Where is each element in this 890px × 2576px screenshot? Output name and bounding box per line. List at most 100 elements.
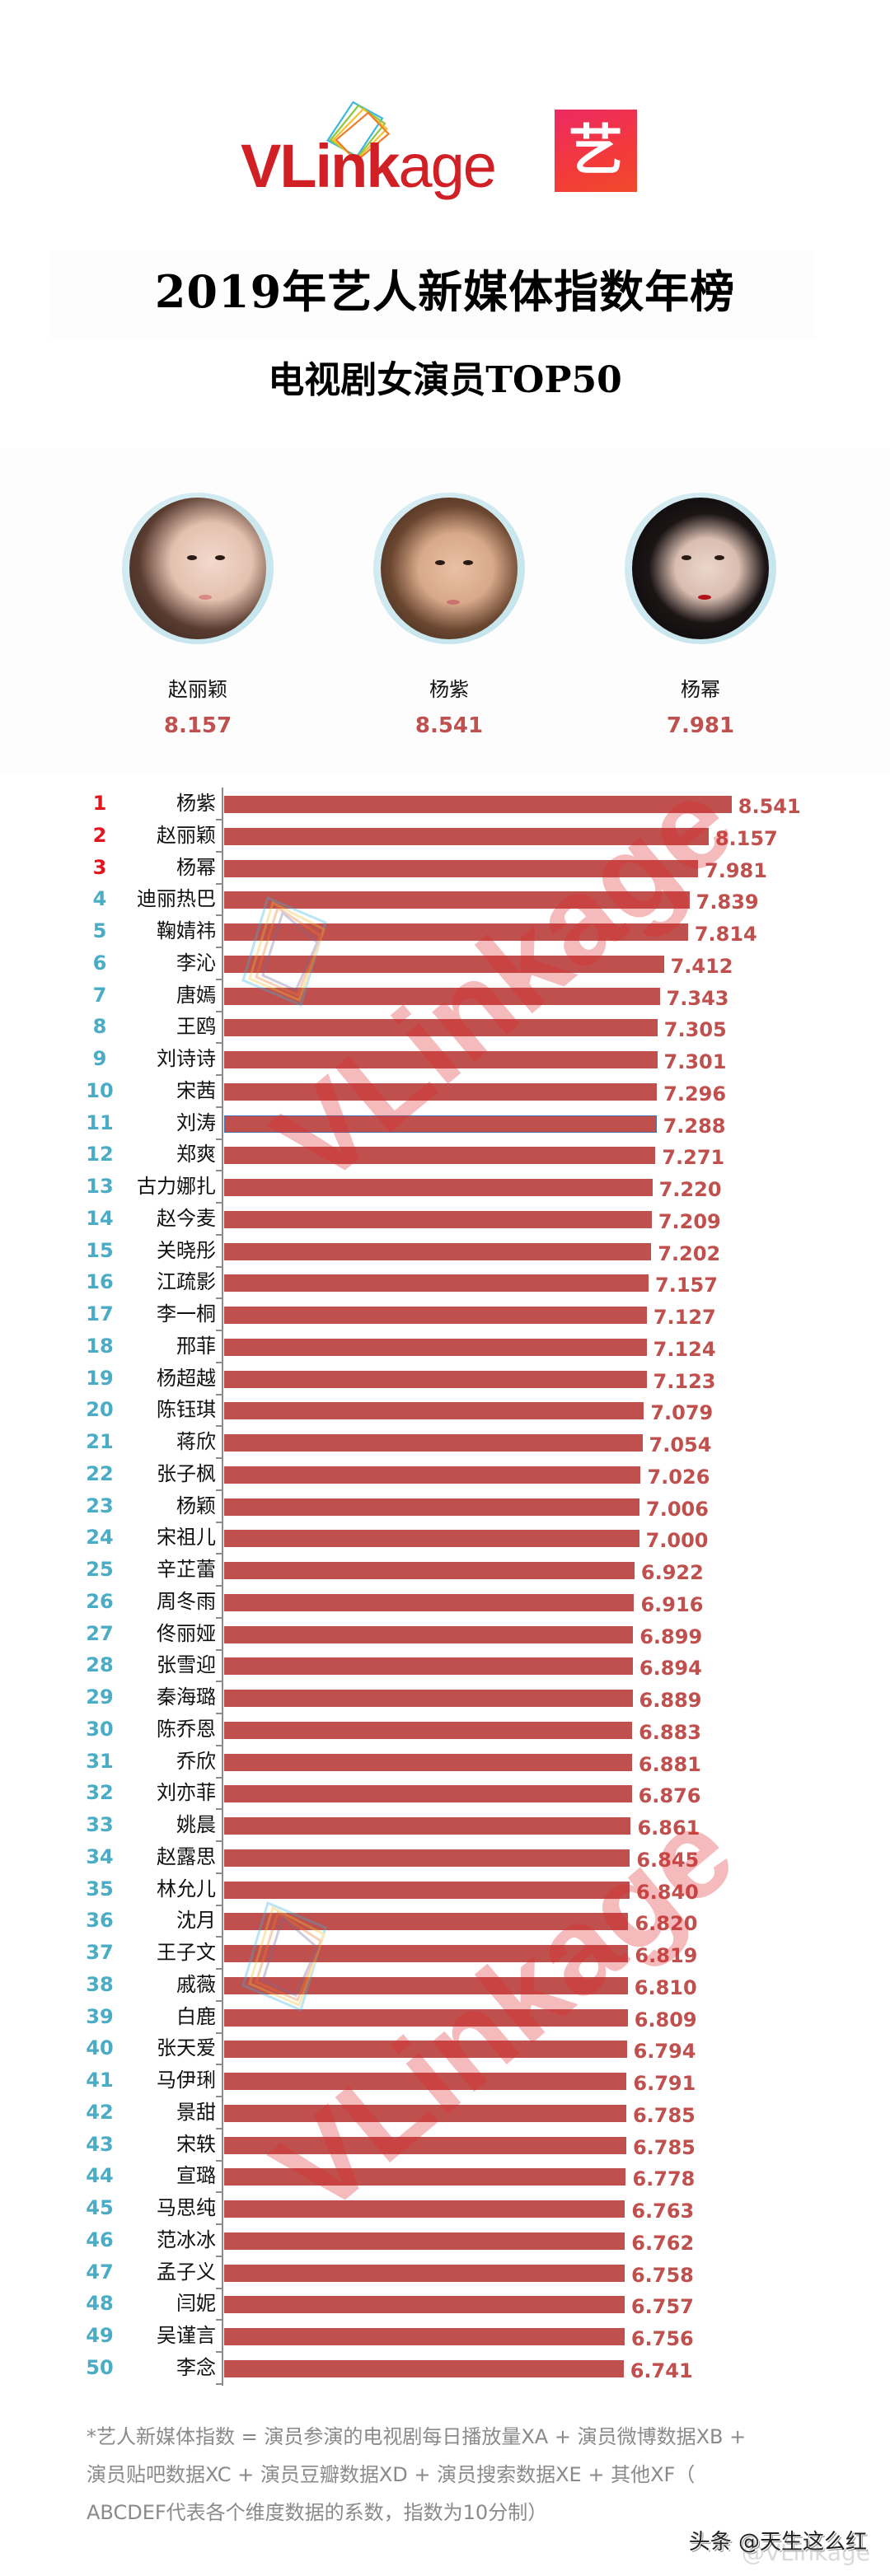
footnote-line: 演员贴吧数据XC + 演员豆瓣数据XD + 演员搜索数据XE + 其他XF（ — [87, 2463, 696, 2486]
table-row: 28 张雪迎 6.894 — [0, 1649, 890, 1681]
table-row: 44 宣璐 6.778 — [0, 2160, 890, 2191]
bar-value-label: 7.127 — [653, 1306, 716, 1329]
bar — [224, 859, 699, 877]
bar — [224, 1657, 633, 1676]
podium-name: 杨紫 — [429, 678, 469, 701]
rank-number: 15 — [86, 1238, 114, 1262]
rank-number: 3 — [92, 855, 107, 879]
bar — [224, 2104, 626, 2122]
actress-name: 姚晨 — [176, 1813, 216, 1836]
bar-value-label: 7.288 — [663, 1114, 726, 1138]
bar — [224, 2008, 628, 2027]
table-row: 27 佟丽娅 6.899 — [0, 1618, 890, 1649]
axis-tick — [216, 1585, 222, 1587]
credit-ghost-watermark: @VLinkage — [741, 2539, 870, 2566]
source-credit: 头条 @天生这么红 — [688, 2530, 867, 2555]
axis-tick — [216, 1042, 222, 1045]
bar — [224, 1753, 632, 1771]
table-row: 45 马思纯 6.763 — [0, 2192, 890, 2223]
table-row: 13 古力娜扎 7.220 — [0, 1171, 890, 1202]
table-row: 37 王子文 6.819 — [0, 1937, 890, 1968]
actress-name: 宋茜 — [176, 1078, 216, 1102]
bar-value-label: 7.296 — [663, 1082, 727, 1106]
axis-tick — [216, 1489, 222, 1491]
bar — [224, 1817, 631, 1835]
bar-value-label: 6.756 — [630, 2327, 694, 2350]
axis-tick — [216, 1553, 222, 1555]
bar-value-label: 6.763 — [631, 2200, 695, 2223]
rank-number: 20 — [86, 1398, 114, 1422]
actress-name: 郑爽 — [176, 1143, 216, 1166]
rank-number: 14 — [86, 1206, 114, 1230]
bar — [224, 891, 690, 909]
axis-tick — [216, 1361, 222, 1363]
bar — [224, 2073, 627, 2090]
axis-tick — [216, 1681, 222, 1683]
footnote-line: *艺人新媒体指数 = 演员参演的电视剧每日播放量XA + 演员微博数据XB + — [87, 2425, 747, 2448]
bar-value-label: 6.922 — [640, 1561, 704, 1584]
bar — [224, 2232, 625, 2250]
bar-value-label: 6.791 — [633, 2072, 696, 2095]
avatar-zhao-liying — [129, 498, 266, 639]
bar-value-label: 7.412 — [670, 954, 733, 978]
rank-number: 6 — [92, 951, 107, 975]
bar-value-label: 7.343 — [666, 986, 729, 1010]
actress-name: 孟子义 — [157, 2260, 216, 2284]
table-row: 25 辛芷蕾 6.922 — [0, 1554, 890, 1585]
rank-number: 41 — [86, 2069, 114, 2092]
table-row: 29 秦海璐 6.889 — [0, 1681, 890, 1713]
table-row: 41 马伊琍 6.791 — [0, 2064, 890, 2096]
table-row: 38 戚薇 6.810 — [0, 1969, 890, 2000]
bar-value-label: 6.809 — [634, 2008, 697, 2031]
table-row: 1 杨紫 8.541 — [0, 788, 890, 819]
actress-name: 江疏影 — [157, 1270, 216, 1294]
table-row: 43 宋轶 6.785 — [0, 2129, 890, 2160]
rank-number: 1 — [92, 792, 107, 815]
bar — [224, 2200, 625, 2218]
bar — [224, 1370, 647, 1388]
table-row: 2 赵丽颖 8.157 — [0, 820, 890, 851]
actress-name: 陈钰琪 — [157, 1398, 216, 1422]
bar — [224, 2264, 625, 2282]
bar — [224, 1690, 633, 1707]
bar-value-label: 7.209 — [658, 1209, 721, 1233]
axis-tick — [216, 1648, 222, 1651]
axis-tick — [216, 1106, 222, 1108]
actress-name: 闫妮 — [176, 2292, 216, 2316]
bar — [224, 1402, 644, 1420]
actress-name: 邢菲 — [176, 1334, 216, 1358]
axis-tick — [216, 1425, 222, 1428]
actress-name: 李沁 — [176, 951, 216, 975]
table-row: 12 郑爽 7.271 — [0, 1138, 890, 1170]
table-row: 40 张天爱 6.794 — [0, 2032, 890, 2064]
table-row: 3 杨幂 7.981 — [0, 852, 890, 883]
actress-name: 鞠婧祎 — [157, 919, 216, 942]
actress-name: 秦海璐 — [157, 1685, 216, 1709]
bar — [224, 1115, 657, 1133]
bar-value-label: 6.889 — [639, 1689, 702, 1712]
bar — [224, 955, 664, 973]
table-row: 10 宋茜 7.296 — [0, 1075, 890, 1106]
bar — [224, 1019, 658, 1037]
actress-name: 宋祖儿 — [157, 1526, 216, 1550]
axis-tick — [216, 1616, 222, 1619]
axis-tick — [216, 2159, 222, 2162]
table-row: 7 唐嫣 7.343 — [0, 979, 890, 1011]
actress-name: 刘涛 — [176, 1110, 216, 1134]
table-row: 36 沈月 6.820 — [0, 1905, 890, 1936]
table-row: 26 周冬雨 6.916 — [0, 1586, 890, 1617]
axis-tick — [216, 1744, 222, 1746]
axis-tick — [216, 1776, 222, 1779]
axis-tick — [216, 1457, 222, 1459]
axis-tick — [216, 2096, 222, 2097]
bar — [224, 2168, 626, 2186]
bar — [224, 1210, 652, 1228]
table-row: 20 陈钰琪 7.079 — [0, 1394, 890, 1425]
rank-number: 38 — [86, 1972, 114, 1996]
table-row: 49 吴谨言 6.756 — [0, 2320, 890, 2351]
bar — [224, 1625, 634, 1643]
table-row: 33 姚晨 6.861 — [0, 1809, 890, 1840]
table-row: 46 范冰冰 6.762 — [0, 2224, 890, 2256]
table-row: 11 刘涛 7.288 — [0, 1107, 890, 1138]
rank-number: 23 — [86, 1494, 114, 1517]
